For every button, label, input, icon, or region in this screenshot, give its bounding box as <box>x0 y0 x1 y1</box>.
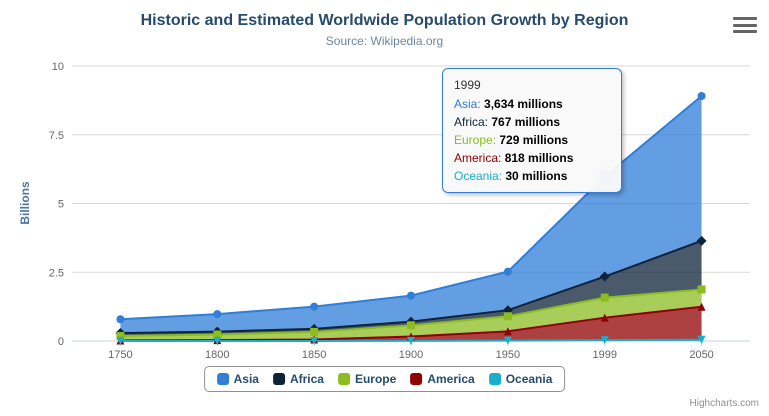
legend-swatch <box>216 373 229 385</box>
tooltip-row: Oceania: 30 millions <box>454 169 568 183</box>
legend-label: Oceania <box>505 372 553 386</box>
legend-item-oceania[interactable]: Oceania <box>488 372 553 386</box>
legend-swatch <box>337 373 350 385</box>
point-marker[interactable] <box>599 271 610 282</box>
point-marker[interactable] <box>310 336 319 345</box>
legend-label: America <box>427 372 475 386</box>
y-axis-label: 2.5 <box>49 267 64 279</box>
menu-bar <box>733 17 757 20</box>
x-axis-label: 1999 <box>592 349 616 361</box>
tooltip-rows: Asia: 3,634 millions Africa: 767 millions… <box>454 95 610 185</box>
legend-label: Africa <box>289 372 324 386</box>
x-axis-label: 1950 <box>496 349 520 361</box>
hamburger-menu-icon[interactable] <box>733 17 757 33</box>
legend-swatch <box>272 373 285 385</box>
x-axis-label: 1900 <box>399 349 423 361</box>
point-marker[interactable] <box>407 291 415 300</box>
point-marker[interactable] <box>503 312 512 321</box>
area-africa[interactable] <box>120 240 702 336</box>
legend-swatch <box>410 373 423 385</box>
point-marker[interactable] <box>407 336 415 345</box>
point-marker[interactable] <box>116 331 125 340</box>
tooltip-header: 1999 <box>454 78 481 92</box>
point-marker[interactable] <box>697 335 706 344</box>
legend-item-america[interactable]: America <box>410 372 475 386</box>
point-marker[interactable] <box>116 315 125 324</box>
area-america[interactable] <box>120 306 702 341</box>
y-axis-label: 5 <box>58 199 64 211</box>
legend-item-europe[interactable]: Europe <box>337 372 397 386</box>
y-axis-label: 0 <box>58 336 64 348</box>
x-axis-label: 2050 <box>689 349 713 361</box>
y-axis-title: Billions <box>18 181 32 225</box>
credits-link[interactable]: Highcharts.com <box>689 398 759 409</box>
point-marker[interactable] <box>697 92 706 101</box>
chart-title: Historic and Estimated Worldwide Populat… <box>140 12 629 29</box>
chart-subtitle: Source: Wikipedia.org <box>325 34 444 48</box>
legend-label: Asia <box>233 372 259 386</box>
menu-bar <box>733 23 757 27</box>
point-marker[interactable] <box>503 267 512 276</box>
point-marker[interactable] <box>310 302 319 311</box>
legend-item-africa[interactable]: Africa <box>272 372 324 386</box>
y-axis-label: 10 <box>52 61 64 73</box>
legend-swatch <box>488 373 501 385</box>
point-marker[interactable] <box>697 285 706 294</box>
tooltip-row: America: 818 millions <box>454 151 574 165</box>
point-marker[interactable] <box>310 327 319 336</box>
y-axis-label: 7.5 <box>49 130 64 142</box>
point-marker[interactable] <box>503 336 512 345</box>
point-marker[interactable] <box>600 293 609 302</box>
tooltip-row: Asia: 3,634 millions <box>454 97 563 111</box>
point-marker[interactable] <box>116 336 125 345</box>
menu-bar <box>733 30 757 33</box>
point-marker[interactable] <box>213 310 222 319</box>
point-marker[interactable] <box>696 235 707 246</box>
x-axis-label: 1750 <box>108 349 132 361</box>
point-marker[interactable] <box>600 336 609 345</box>
tooltip: 1999 Asia: 3,634 millions Africa: 767 mil… <box>442 68 622 193</box>
point-marker[interactable] <box>213 336 222 345</box>
point-marker[interactable] <box>697 302 706 311</box>
x-axis-label: 1800 <box>205 349 229 361</box>
legend-label: Europe <box>354 372 397 386</box>
point-marker[interactable] <box>407 321 415 330</box>
point-marker[interactable] <box>213 330 222 339</box>
point-marker[interactable] <box>600 313 609 322</box>
point-marker[interactable] <box>503 327 512 336</box>
area-asia[interactable] <box>120 96 702 334</box>
legend: Asia Africa Europe America Oceania <box>203 366 566 392</box>
x-axis-label: 1850 <box>302 349 326 361</box>
tooltip-row: Africa: 767 millions <box>454 115 561 129</box>
tooltip-row: Europe: 729 millions <box>454 133 569 147</box>
legend-item-asia[interactable]: Asia <box>216 372 259 386</box>
